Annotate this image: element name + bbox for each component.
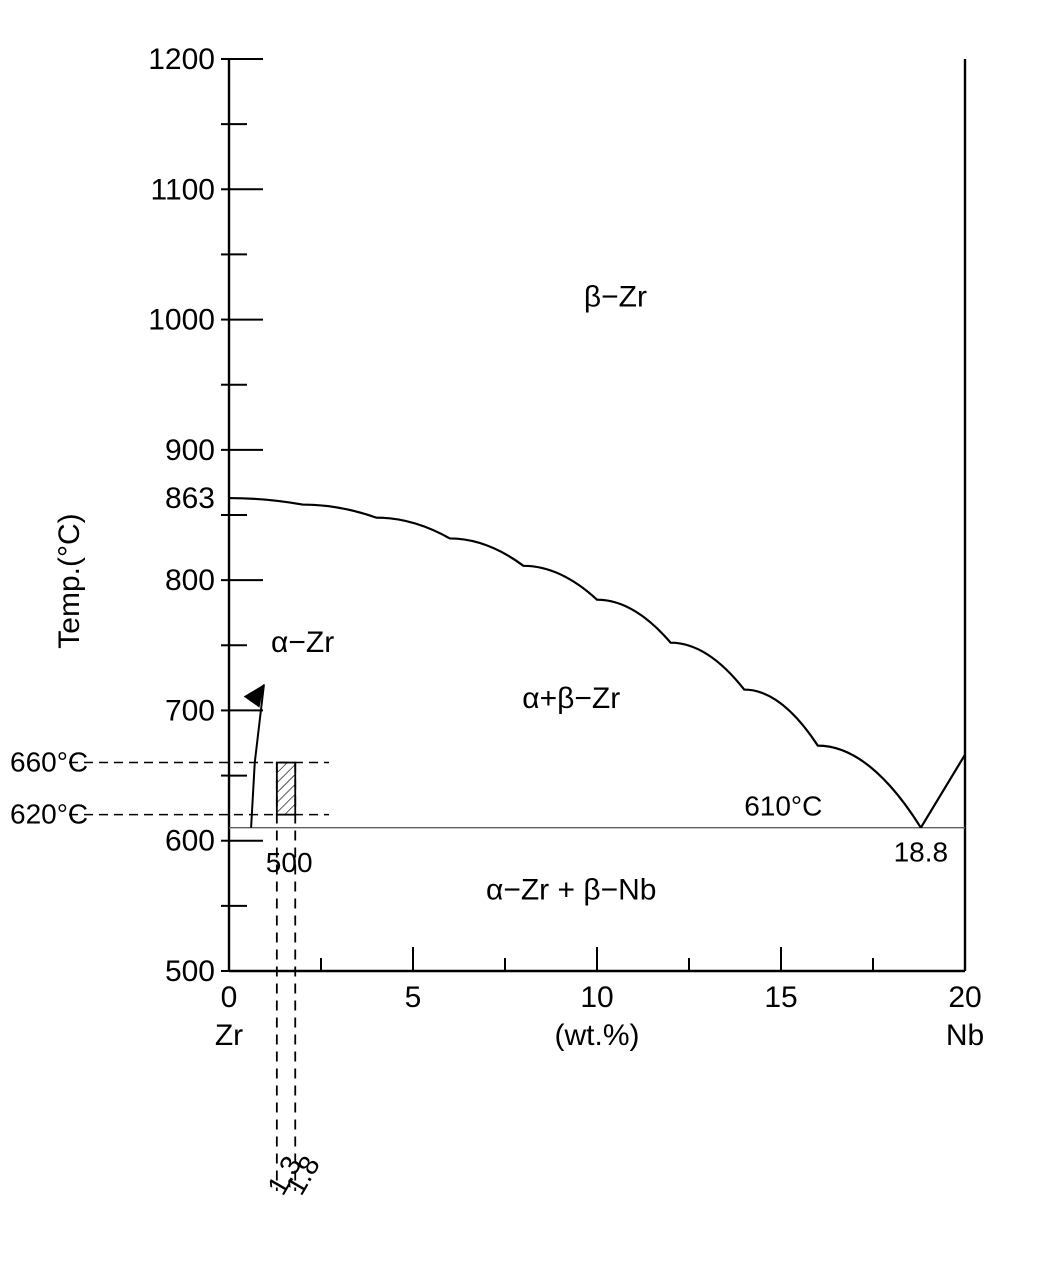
- region-label: β−Zr: [584, 281, 647, 314]
- y-tick-label: 900: [165, 434, 215, 467]
- x-axis-right-label: Nb: [946, 1019, 984, 1052]
- ref-temp-label: 620°C: [10, 799, 88, 830]
- y-tick-label: 1200: [148, 43, 215, 76]
- region-label: α−Zr: [271, 626, 334, 659]
- eutectoid-temp-label: 610°C: [744, 791, 822, 822]
- y-tick-label: 1000: [148, 304, 215, 337]
- y-tick-label: 500: [165, 955, 215, 988]
- region-label: α+β−Zr: [522, 682, 620, 715]
- hatched-region: [277, 763, 295, 815]
- y-tick-label: 700: [165, 694, 215, 727]
- ref-temp-label: 660°C: [10, 747, 88, 778]
- phase-diagram-chart: 500 600 700 800 900 1000 1100 1200 863 0 5 10 15 20 Te…: [0, 0, 1048, 1277]
- y-axis-label: Temp.(°C): [53, 513, 86, 648]
- x-axis-center-label: (wt.%): [555, 1019, 640, 1052]
- x-tick-label: 20: [948, 981, 981, 1014]
- y-tick-label: 600: [165, 825, 215, 858]
- x-tick-label: 0: [221, 981, 238, 1014]
- region-label: α−Zr + β−Nb: [486, 873, 657, 906]
- chart-svg: 500 600 700 800 900 1000 1100 1200 863 0 5 10 15 20 Te…: [0, 0, 1048, 1277]
- x-tick-label: 5: [405, 981, 422, 1014]
- x-axis-left-label: Zr: [215, 1019, 243, 1052]
- x-tick-label: 10: [580, 981, 613, 1014]
- y-tick-label: 800: [165, 564, 215, 597]
- y-tick-label: 1100: [150, 173, 215, 206]
- eutectoid-x-label: 18.8: [894, 837, 949, 868]
- x-tick-label: 15: [764, 981, 797, 1014]
- inner-500-label: 500: [266, 847, 313, 878]
- y-extra-label: 863: [165, 482, 215, 515]
